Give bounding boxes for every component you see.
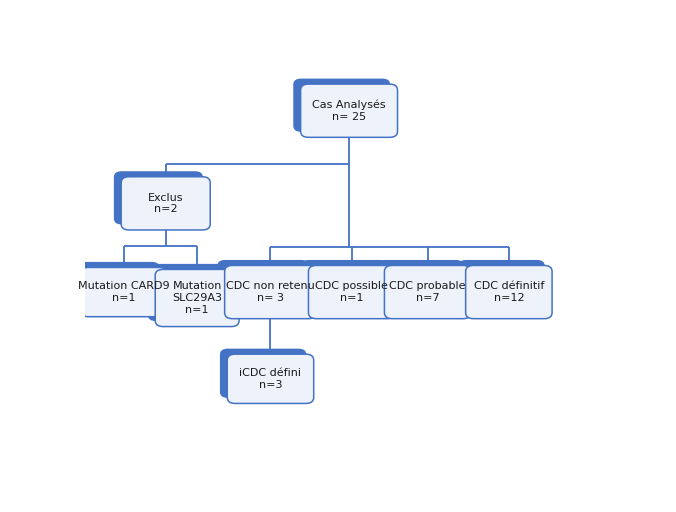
FancyBboxPatch shape [148,264,232,321]
FancyBboxPatch shape [227,354,314,403]
Text: CDC probable
n=7: CDC probable n=7 [389,281,466,303]
Text: Cas Analysés
n= 25: Cas Analysés n= 25 [312,100,386,122]
FancyBboxPatch shape [224,265,316,318]
FancyBboxPatch shape [458,260,545,313]
Text: CDC non retenu
n= 3: CDC non retenu n= 3 [226,281,315,303]
FancyBboxPatch shape [220,349,306,398]
FancyBboxPatch shape [293,78,390,132]
FancyBboxPatch shape [308,265,395,318]
FancyBboxPatch shape [466,265,552,318]
Text: Exclus
n=2: Exclus n=2 [148,193,183,214]
FancyBboxPatch shape [80,267,167,317]
FancyBboxPatch shape [301,260,387,313]
FancyBboxPatch shape [155,269,239,327]
Text: CDC définitif
n=12: CDC définitif n=12 [474,281,544,303]
FancyBboxPatch shape [114,171,203,224]
FancyBboxPatch shape [73,262,160,311]
FancyBboxPatch shape [385,265,471,318]
FancyBboxPatch shape [121,177,210,230]
Text: CDC possible
n=1: CDC possible n=1 [315,281,388,303]
Text: iCDC défini
n=3: iCDC défini n=3 [239,368,301,390]
FancyBboxPatch shape [377,260,464,313]
FancyBboxPatch shape [217,260,309,313]
Text: Mutation
SLC29A3
n=1: Mutation SLC29A3 n=1 [172,282,222,314]
FancyBboxPatch shape [301,84,397,137]
Text: Mutation CARD9
n=1: Mutation CARD9 n=1 [78,281,170,303]
